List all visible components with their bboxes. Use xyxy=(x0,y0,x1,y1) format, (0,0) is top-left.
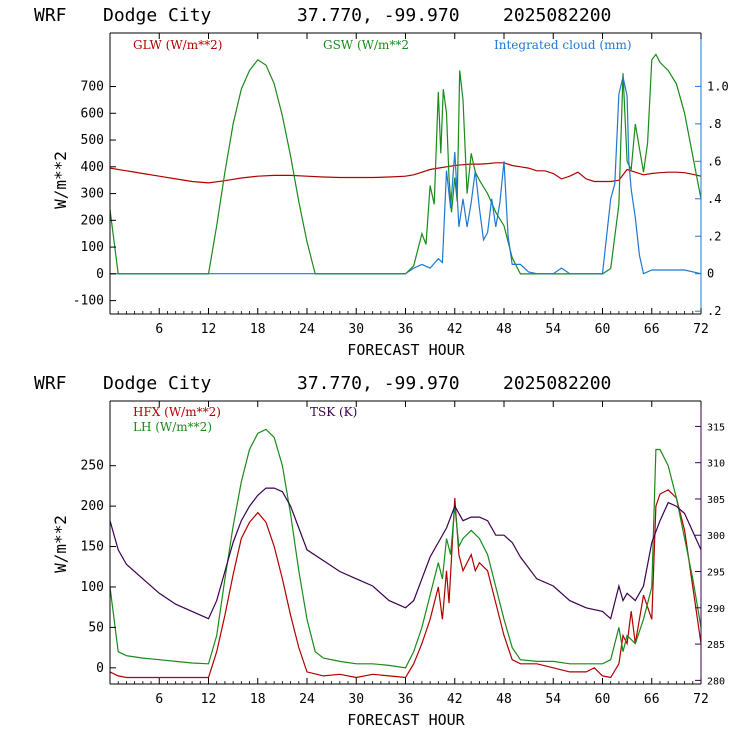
title-date: 2025082200 xyxy=(503,373,611,394)
right-tick-label: .2 xyxy=(707,229,721,243)
y-tick-label: 100 xyxy=(81,240,104,255)
series-lh-line xyxy=(110,428,701,669)
panel-2: WRF Dodge City 37.770, -99.970 202508220… xyxy=(34,373,725,729)
x-tick-label: 18 xyxy=(250,322,266,337)
x-tick-label: 48 xyxy=(496,322,512,337)
right-tick-label: 315 xyxy=(707,422,725,433)
x-tick-label: 66 xyxy=(644,322,660,337)
right-tick-label: 300 xyxy=(707,531,725,542)
right-tick-label: 0 xyxy=(707,267,714,281)
right-tick-label: 1.0 xyxy=(707,79,729,93)
series-glw-line xyxy=(110,162,701,184)
panel-2-title: WRF Dodge City 37.770, -99.970 202508220… xyxy=(34,373,611,394)
series-cloud-line xyxy=(110,76,701,275)
panel-1-legend: GLW (W/m**2) GSW (W/m**2 Integrated clou… xyxy=(133,38,632,52)
panel-1-axes: 6 12 18 24 30 36 42 48 54 60 66 72 -100 0 100 200 300 400… xyxy=(73,32,729,337)
legend-gsw: GSW (W/m**2 xyxy=(323,38,409,52)
panel-2-ylabel: W/m**2 xyxy=(51,515,70,573)
panel-1-series xyxy=(110,53,701,275)
right-tick-label: 310 xyxy=(707,459,725,470)
series-hfx-line xyxy=(110,489,701,679)
y-tick-label: 200 xyxy=(81,499,104,514)
x-tick-label: 66 xyxy=(644,692,660,707)
y-tick-label: 500 xyxy=(81,133,104,148)
panel-2-axes: 6 12 18 24 30 36 42 48 54 60 66 72 0 50 100 150 200 250 28… xyxy=(81,400,725,707)
panel-1-title: WRF Dodge City 37.770, -99.970 202508220… xyxy=(34,5,611,26)
y-tick-label: 700 xyxy=(81,80,104,95)
x-tick-label: 18 xyxy=(250,692,266,707)
title-coords: 37.770, -99.970 xyxy=(297,5,460,26)
panel-1-ylabel: W/m**2 xyxy=(51,151,70,209)
x-tick-label: 24 xyxy=(299,692,315,707)
right-tick-label: 295 xyxy=(707,568,725,579)
x-tick-label: 60 xyxy=(595,692,611,707)
title-coords: 37.770, -99.970 xyxy=(297,373,460,394)
x-tick-label: 12 xyxy=(201,322,217,337)
title-station: Dodge City xyxy=(103,5,212,26)
x-tick-label: 30 xyxy=(348,322,364,337)
panel-2-series xyxy=(110,428,701,679)
right-tick-label: .2 xyxy=(707,304,721,318)
x-tick-label: 24 xyxy=(299,322,315,337)
y-tick-label: 150 xyxy=(81,540,104,555)
y-tick-label: 600 xyxy=(81,106,104,121)
x-tick-label: 72 xyxy=(693,322,709,337)
title-date: 2025082200 xyxy=(503,5,611,26)
y-tick-label: 50 xyxy=(88,620,104,635)
legend-hfx: HFX (W/m**2) xyxy=(133,405,221,419)
panel-1-xlabel: FORECAST HOUR xyxy=(347,341,465,359)
panel-2-xlabel: FORECAST HOUR xyxy=(347,711,465,729)
y-tick-label: 400 xyxy=(81,160,104,175)
right-tick-label: 305 xyxy=(707,495,725,506)
title-model: WRF xyxy=(34,373,67,394)
y-tick-label: 250 xyxy=(81,459,104,474)
right-tick-label: .8 xyxy=(707,117,721,131)
y-tick-label: 300 xyxy=(81,187,104,202)
x-tick-label: 30 xyxy=(348,692,364,707)
panel-1: WRF Dodge City 37.770, -99.970 202508220… xyxy=(34,5,729,359)
x-tick-label: 6 xyxy=(155,692,163,707)
legend-cloud: Integrated cloud (mm) xyxy=(494,38,632,52)
x-tick-label: 42 xyxy=(447,692,463,707)
right-tick-label: .4 xyxy=(707,192,721,206)
x-tick-label: 36 xyxy=(398,322,414,337)
legend-tsk: TSK (K) xyxy=(310,405,357,419)
right-tick-label: .6 xyxy=(707,154,721,168)
right-tick-label: 280 xyxy=(707,676,725,687)
title-station: Dodge City xyxy=(103,373,212,394)
y-tick-label: 200 xyxy=(81,213,104,228)
x-tick-label: 54 xyxy=(545,692,561,707)
y-tick-label: 100 xyxy=(81,580,104,595)
x-tick-label: 48 xyxy=(496,692,512,707)
x-tick-label: 12 xyxy=(201,692,217,707)
x-tick-label: 36 xyxy=(398,692,414,707)
y-tick-label: -100 xyxy=(73,294,104,309)
y-tick-label: 0 xyxy=(96,267,104,282)
right-tick-label: 290 xyxy=(707,604,725,615)
x-tick-label: 54 xyxy=(545,322,561,337)
y-tick-label: 0 xyxy=(96,661,104,676)
x-tick-label: 6 xyxy=(155,322,163,337)
legend-lh: LH (W/m**2) xyxy=(133,420,212,434)
legend-glw: GLW (W/m**2) xyxy=(133,38,222,52)
right-tick-label: 285 xyxy=(707,640,725,651)
series-tsk-line xyxy=(110,487,701,620)
x-tick-label: 60 xyxy=(595,322,611,337)
x-tick-label: 42 xyxy=(447,322,463,337)
title-model: WRF xyxy=(34,5,67,26)
panel-2-legend: HFX (W/m**2) LH (W/m**2) TSK (K) xyxy=(133,405,357,434)
x-tick-label: 72 xyxy=(693,692,709,707)
